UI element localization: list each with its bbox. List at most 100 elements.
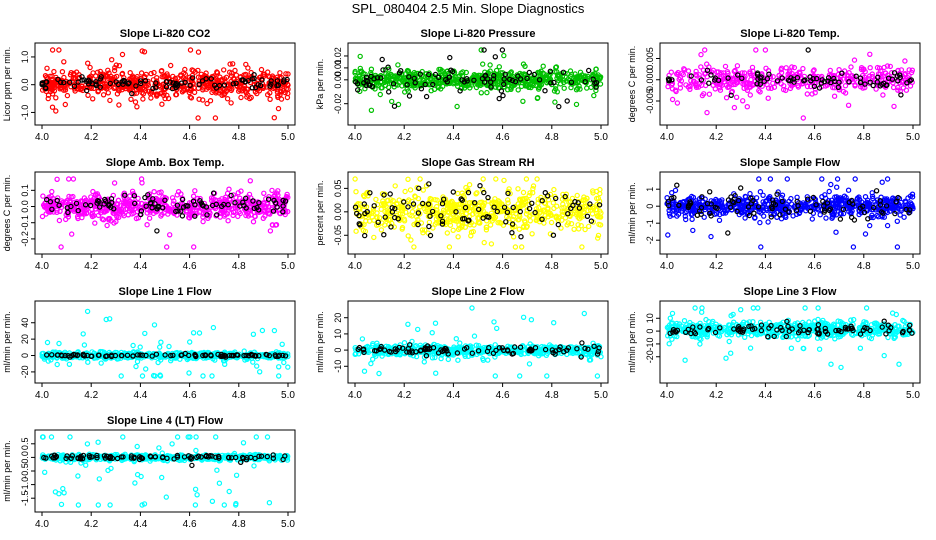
data-point-all bbox=[133, 363, 139, 370]
y-axis-label: Licor ppm per min. bbox=[2, 47, 12, 122]
data-point-all bbox=[740, 98, 746, 104]
data-point-all bbox=[189, 67, 195, 73]
x-tick-label: 5.0 bbox=[594, 261, 608, 272]
data-point-selected bbox=[448, 67, 454, 73]
data-point-all bbox=[229, 61, 236, 67]
data-point-all bbox=[51, 88, 58, 94]
page-title: SPL_080404 2.5 Min. Slope Diagnostics bbox=[351, 1, 585, 16]
data-point-all bbox=[116, 62, 123, 69]
data-point-all bbox=[407, 79, 413, 85]
data-point-all bbox=[285, 71, 291, 77]
data-point-all bbox=[49, 188, 55, 195]
data-point-selected bbox=[83, 87, 90, 94]
data-point-selected bbox=[259, 77, 265, 83]
data-point-all bbox=[151, 322, 158, 328]
data-point-all bbox=[758, 244, 764, 250]
data-point-all bbox=[733, 94, 740, 101]
data-point-all bbox=[62, 101, 69, 108]
data-point-all bbox=[187, 87, 193, 94]
data-point-all bbox=[811, 67, 817, 73]
data-point-all bbox=[225, 217, 231, 224]
chart-title: Slope Line 2 Flow bbox=[432, 286, 525, 298]
data-point-selected bbox=[877, 83, 883, 89]
data-point-all bbox=[597, 75, 603, 82]
data-point-all bbox=[579, 244, 585, 250]
data-point-all bbox=[907, 83, 914, 89]
data-point-all bbox=[909, 67, 916, 73]
data-point-all bbox=[396, 197, 402, 203]
data-point-selected bbox=[665, 76, 672, 82]
data-point-selected bbox=[417, 71, 423, 77]
data-point-all bbox=[381, 77, 388, 84]
data-point-selected bbox=[418, 85, 425, 92]
data-point-all bbox=[276, 373, 282, 379]
data-point-selected bbox=[725, 230, 731, 236]
data-point-selected bbox=[230, 81, 236, 87]
data-point-all bbox=[673, 88, 679, 95]
data-point-all bbox=[417, 176, 423, 182]
plot-frame bbox=[34, 300, 296, 384]
data-point-all bbox=[378, 206, 384, 212]
x-tick-label: 4.6 bbox=[183, 132, 197, 143]
data-point-all bbox=[796, 69, 802, 75]
data-point-all bbox=[867, 222, 873, 229]
data-point-all bbox=[894, 218, 901, 224]
data-point-selected bbox=[379, 56, 385, 63]
data-point-all bbox=[845, 102, 852, 109]
data-point-all bbox=[789, 64, 795, 70]
data-point-all bbox=[271, 327, 278, 334]
data-point-all bbox=[895, 87, 901, 93]
x-tick-label: 5.0 bbox=[281, 132, 295, 143]
data-point-all bbox=[224, 95, 231, 102]
x-tick-label: 4.0 bbox=[348, 132, 362, 143]
data-point-selected bbox=[807, 74, 813, 80]
data-point-all bbox=[715, 69, 722, 75]
data-point-all bbox=[110, 80, 117, 86]
data-point-all bbox=[243, 71, 249, 78]
data-point-all bbox=[450, 227, 456, 233]
data-point-all bbox=[897, 212, 903, 218]
data-point-all bbox=[850, 244, 857, 250]
data-point-all bbox=[186, 339, 193, 345]
data-point-all bbox=[62, 87, 69, 93]
data-point-selected bbox=[898, 92, 904, 98]
data-point-all bbox=[487, 62, 493, 68]
data-point-all bbox=[49, 81, 55, 87]
x-tick-label: 5.0 bbox=[906, 132, 920, 143]
data-point-all bbox=[148, 70, 154, 77]
x-tick-label: 4.2 bbox=[84, 261, 98, 272]
y-tick-label: 0 bbox=[20, 353, 30, 358]
data-point-all bbox=[414, 74, 420, 81]
y-tick-label: 20 bbox=[20, 334, 30, 344]
data-point-all bbox=[368, 66, 375, 72]
y-tick-label: 0.00 bbox=[333, 71, 343, 89]
data-point-all bbox=[402, 188, 408, 195]
data-point-all bbox=[524, 83, 530, 89]
data-point-selected bbox=[42, 84, 49, 91]
data-point-all bbox=[84, 308, 91, 315]
data-point-all bbox=[155, 359, 161, 366]
x-tick-label: 4.0 bbox=[348, 261, 362, 272]
x-tick-label: 4.8 bbox=[857, 261, 871, 272]
data-point-all bbox=[220, 67, 227, 73]
data-point-selected bbox=[891, 70, 898, 76]
data-point-selected bbox=[755, 76, 761, 82]
y-tick-label: 0.0 bbox=[20, 200, 30, 213]
data-point-selected bbox=[208, 76, 214, 82]
data-point-all bbox=[165, 95, 172, 102]
chart-panel-4: Slope Amb. Box Temp.degrees C per min.4.… bbox=[2, 157, 296, 272]
data-point-all bbox=[669, 86, 676, 92]
data-point-selected bbox=[766, 71, 772, 77]
x-tick-label: 4.2 bbox=[84, 390, 98, 401]
data-point-all bbox=[213, 88, 220, 95]
data-point-all bbox=[836, 87, 842, 93]
data-point-all bbox=[800, 115, 807, 121]
data-point-selected bbox=[507, 76, 513, 83]
data-point-selected bbox=[515, 73, 521, 79]
data-point-all bbox=[89, 96, 96, 102]
data-point-all bbox=[521, 78, 527, 85]
data-point-all bbox=[111, 180, 118, 186]
